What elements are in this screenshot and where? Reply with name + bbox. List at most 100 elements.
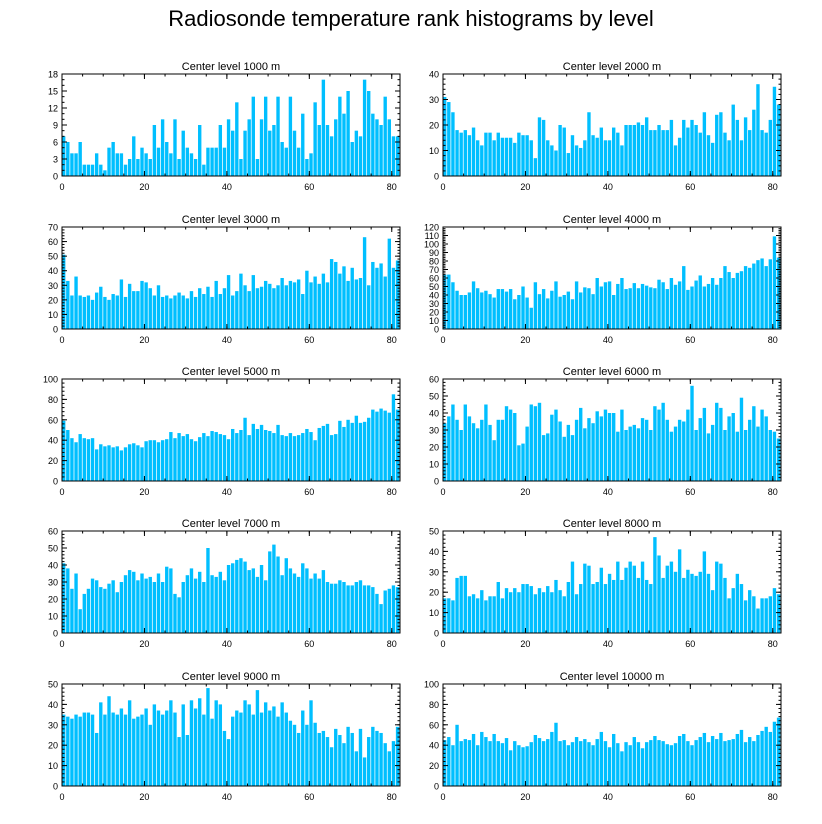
histogram-bar: [362, 421, 367, 481]
histogram-bar: [723, 741, 727, 786]
histogram-bar: [649, 584, 653, 633]
histogram-bar: [587, 565, 591, 633]
histogram-bar: [334, 583, 338, 633]
histogram-bar: [636, 428, 641, 481]
histogram-bar: [694, 125, 698, 176]
y-tick-label: 15: [48, 87, 58, 97]
y-tick-label: 0: [434, 172, 439, 182]
x-tick-label: 20: [520, 792, 530, 802]
histogram-bar: [529, 742, 533, 786]
histogram-bar: [127, 570, 132, 633]
histogram-bar: [107, 147, 111, 176]
y-tick-label: 60: [48, 527, 58, 537]
histogram-bar: [591, 423, 595, 481]
y-tick-label: 30: [48, 281, 58, 291]
histogram-bar: [198, 288, 202, 329]
histogram-bar: [529, 586, 533, 633]
histogram-bar: [768, 259, 773, 329]
histogram-bar: [715, 114, 719, 176]
histogram-bar: [628, 426, 632, 481]
histogram-bar: [177, 433, 181, 481]
histogram-bar: [272, 433, 276, 481]
histogram-bar: [144, 708, 148, 786]
histogram-bar: [554, 150, 558, 176]
histogram-bar: [492, 440, 496, 481]
x-tick-label: 20: [520, 182, 530, 192]
histogram-bar: [82, 296, 86, 329]
histogram-bar: [193, 441, 198, 481]
histogram-bar: [669, 561, 674, 633]
histogram-bar: [90, 164, 95, 176]
histogram-bar: [226, 565, 231, 633]
histogram-bar: [334, 119, 338, 176]
histogram-bar: [463, 404, 467, 481]
histogram-bar: [288, 568, 293, 633]
histogram-bar: [467, 416, 472, 481]
histogram-bar: [165, 439, 169, 481]
histogram-bar: [214, 700, 218, 786]
histogram-bar: [247, 291, 251, 329]
histogram-bar: [367, 285, 371, 329]
histogram-bar: [640, 125, 645, 176]
histogram-bar: [119, 153, 124, 176]
histogram-bar: [127, 283, 132, 329]
histogram-bar: [698, 571, 702, 633]
histogram-bar: [334, 261, 338, 329]
histogram-bar: [181, 295, 185, 329]
histogram-bar: [231, 428, 235, 481]
histogram-bar: [181, 582, 185, 633]
histogram-bar: [160, 440, 165, 481]
histogram-bar: [677, 137, 682, 176]
histogram-bar: [455, 724, 459, 786]
histogram-bar: [350, 585, 354, 633]
histogram-bar: [731, 278, 735, 329]
histogram-bar: [66, 142, 70, 176]
histogram-bar: [492, 140, 496, 176]
plot-frame: [442, 683, 782, 787]
histogram-bar: [521, 747, 525, 786]
histogram-bar: [210, 296, 214, 329]
histogram-bar: [443, 423, 447, 481]
histogram-bar: [313, 573, 317, 633]
panel-9: Center level 9000 m 0 10 20 30 40 50 0 20 40 60 80: [48, 671, 401, 802]
histogram-bar: [144, 578, 148, 633]
histogram-bar: [529, 404, 533, 481]
histogram-bar: [280, 702, 284, 786]
histogram-bar: [280, 142, 284, 176]
y-tick-label: 50: [429, 282, 439, 292]
histogram-bar: [329, 583, 334, 633]
histogram-bar: [475, 140, 480, 176]
histogram-bar: [202, 294, 206, 329]
histogram-bar: [480, 145, 484, 176]
histogram-bar: [243, 285, 247, 329]
histogram-bar: [342, 113, 346, 176]
histogram-bar: [218, 434, 223, 481]
histogram-bar: [677, 549, 682, 633]
histogram-bar: [475, 288, 480, 329]
histogram-bar: [255, 428, 260, 481]
histogram-bar: [653, 130, 657, 176]
histogram-bar: [607, 413, 612, 481]
histogram-bar: [90, 578, 95, 633]
histogram-bar: [156, 285, 161, 329]
histogram-bar: [317, 578, 321, 633]
histogram-bar: [395, 260, 400, 329]
histogram-bar: [222, 288, 227, 329]
histogram-bar: [496, 582, 500, 633]
histogram-bar: [644, 419, 649, 481]
y-tick-label: 40: [429, 741, 439, 751]
histogram-bar: [550, 731, 554, 786]
histogram-bar: [644, 117, 649, 176]
x-tick-label: 80: [387, 487, 397, 497]
histogram-bar: [640, 748, 645, 786]
histogram-bar: [198, 125, 202, 176]
panel-title: Center level 3000 m: [182, 214, 280, 226]
histogram-bar: [62, 563, 66, 633]
histogram-bar: [673, 145, 678, 176]
histogram-bar: [136, 445, 140, 481]
histogram-bar: [574, 737, 579, 786]
histogram-bar: [661, 577, 665, 633]
histogram-bar: [395, 726, 400, 786]
y-tick-label: 40: [48, 436, 58, 446]
histogram-bar: [616, 561, 620, 633]
